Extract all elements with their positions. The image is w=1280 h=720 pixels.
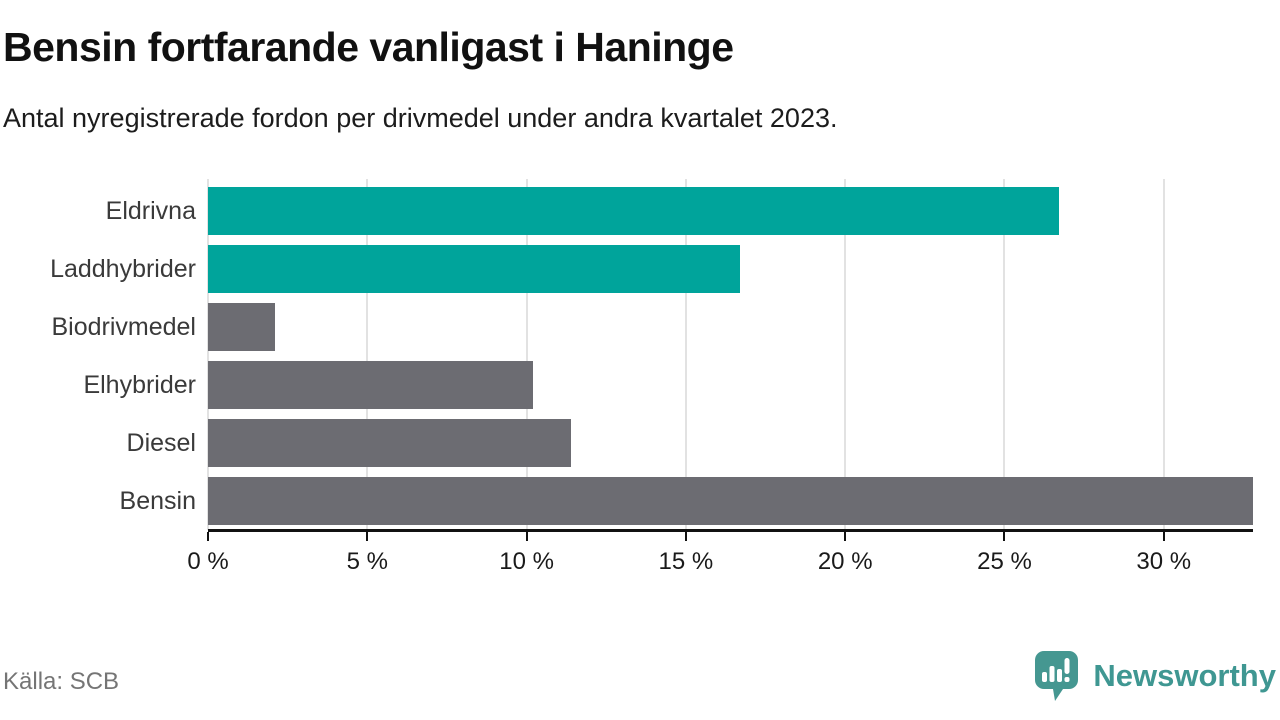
bar-elhybrider	[208, 361, 533, 409]
axis-tick-label: 30 %	[1136, 548, 1192, 575]
bar-laddhybrider	[208, 245, 741, 293]
axis-tick	[684, 532, 687, 541]
category-label-biodrivmedel: Biodrivmedel	[51, 313, 196, 341]
category-label-laddhybrider: Laddhybrider	[50, 255, 196, 283]
axis-tick	[1162, 532, 1165, 541]
bar-biodrivmedel	[208, 303, 275, 351]
bar-diesel	[208, 419, 572, 467]
axis-tick-label: 10 %	[499, 548, 554, 575]
category-label-elhybrider: Elhybrider	[83, 371, 196, 399]
gridline	[366, 179, 369, 530]
bar-bensin	[208, 477, 1253, 525]
axis-tick	[525, 532, 528, 541]
gridline	[684, 179, 687, 530]
category-label-bensin: Bensin	[119, 487, 196, 515]
axis-tick	[207, 532, 209, 541]
axis-tick	[366, 532, 369, 541]
axis-tick-label: 20 %	[817, 548, 873, 575]
axis-tick	[844, 532, 847, 541]
x-axis-line	[208, 529, 1253, 532]
brand-logo: Newsworthy	[1034, 650, 1276, 702]
category-label-eldrivna: Eldrivna	[105, 197, 196, 225]
newsworthy-icon	[1035, 651, 1079, 701]
axis-tick-label: 0 %	[187, 548, 229, 575]
brand-name: Newsworthy	[1093, 658, 1276, 693]
bar-eldrivna	[208, 187, 1059, 235]
category-label-diesel: Diesel	[126, 429, 196, 457]
axis-tick-label: 5 %	[346, 548, 388, 575]
chart-title: Bensin fortfarande vanligast i Haninge	[3, 24, 734, 70]
chart-subtitle: Antal nyregistrerade fordon per drivmede…	[3, 103, 838, 133]
axis-tick	[1003, 532, 1006, 541]
axis-tick-label: 25 %	[977, 548, 1032, 575]
axis-tick-label: 15 %	[658, 548, 714, 575]
gridline	[207, 179, 209, 530]
source-note: Källa: SCB	[3, 668, 120, 695]
gridline	[525, 179, 528, 530]
gridline	[1162, 179, 1165, 530]
gridline	[844, 179, 847, 530]
gridline	[1003, 179, 1006, 530]
